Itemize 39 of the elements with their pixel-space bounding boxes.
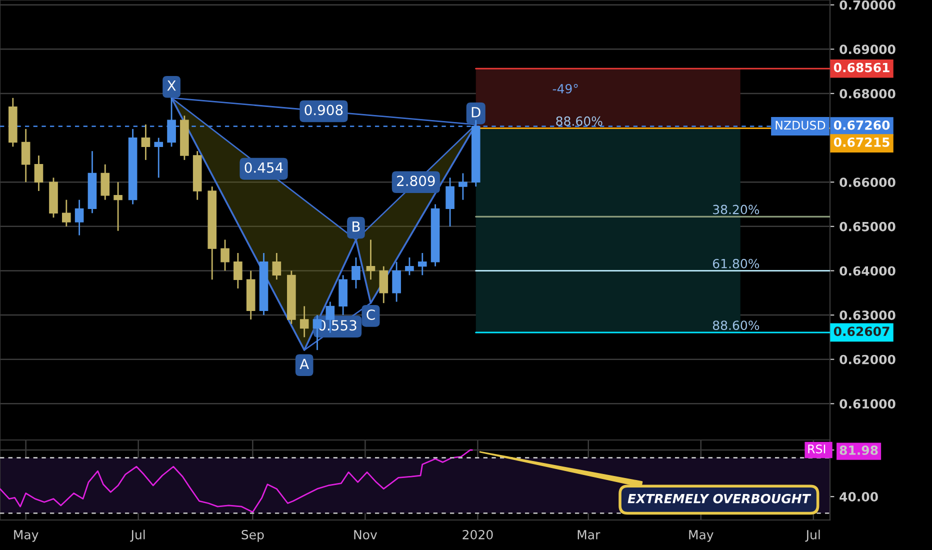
y-tick-label: 0.69000 bbox=[840, 44, 896, 54]
y-tick-label: 40.00 bbox=[840, 492, 878, 502]
annotation: 0.908 bbox=[304, 104, 343, 116]
y-tick-label: 0.66000 bbox=[840, 178, 896, 188]
ref-line-label: 0.67215 bbox=[834, 137, 890, 147]
ref-line-label: 0.67260 bbox=[834, 120, 890, 130]
y-tick-label: 0.65000 bbox=[840, 222, 896, 232]
x-tick-label: Nov bbox=[354, 530, 378, 540]
annotation: B bbox=[352, 221, 360, 232]
x-tick-label: Sep bbox=[242, 530, 264, 542]
x-tick-label: Jul bbox=[130, 530, 145, 542]
ref-line-label: 0.62607 bbox=[834, 326, 890, 336]
y-tick-label: 0.62000 bbox=[840, 354, 896, 364]
annotation: 61.80% bbox=[712, 258, 760, 268]
annotation: D bbox=[472, 107, 480, 118]
y-tick-label: 0.70000 bbox=[840, 0, 896, 10]
annotation: 38.20% bbox=[713, 204, 760, 214]
annotation: 88.60% bbox=[712, 320, 760, 330]
x-tick-label: Mar bbox=[578, 530, 600, 540]
x-tick-label: May bbox=[14, 530, 38, 542]
x-tick-label: May bbox=[689, 530, 714, 542]
annotation: C bbox=[366, 309, 375, 320]
y-tick-label: 0.61000 bbox=[840, 399, 896, 409]
annotation: A bbox=[300, 358, 309, 369]
y-tick-label: 81.98 bbox=[840, 445, 878, 455]
x-tick-label: Jul bbox=[805, 530, 820, 542]
x-tick-label: 2020 bbox=[462, 530, 493, 540]
y-tick-label: 0.68000 bbox=[840, 88, 896, 98]
y-tick-label: 0.63000 bbox=[840, 310, 896, 320]
annotation: 0.454 bbox=[244, 162, 283, 173]
annotation: 2.809 bbox=[397, 176, 435, 186]
annotation: 88.60% bbox=[556, 116, 602, 126]
text: NZDUSD bbox=[776, 120, 826, 130]
ref-line-label: 0.68561 bbox=[834, 62, 890, 72]
y-tick-label: 0.64000 bbox=[840, 266, 896, 276]
annotation: X bbox=[167, 80, 176, 91]
annotation: EXTREMELY OVERBOUGHT bbox=[628, 494, 812, 504]
legend-label: RSI bbox=[808, 444, 826, 454]
annotation: -49° bbox=[552, 84, 578, 94]
